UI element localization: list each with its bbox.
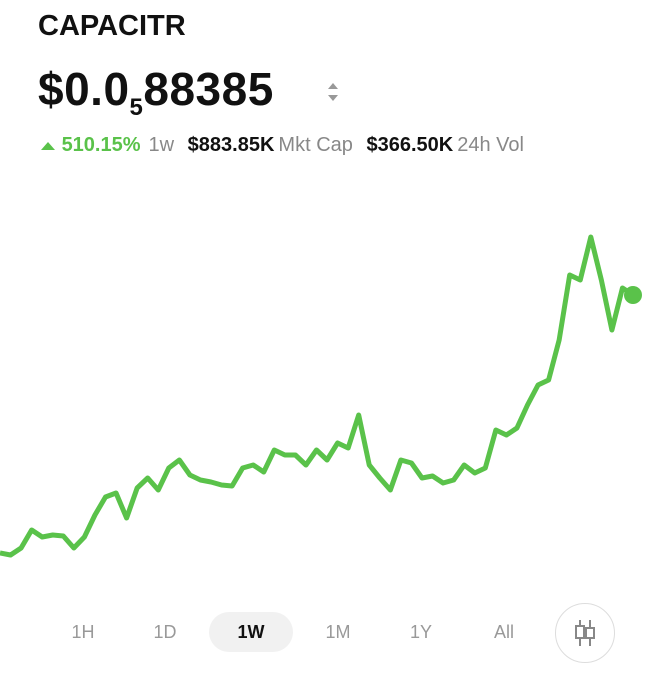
range-tab[interactable]: 1M xyxy=(325,622,351,642)
volume-label: 24h Vol xyxy=(457,134,524,156)
stats: 510.15% 1w $883.85K Mkt Cap $366.50K 24h Vo… xyxy=(40,134,532,157)
price-line xyxy=(0,234,635,558)
price-zeros: 5 xyxy=(129,94,144,121)
candle-toggle[interactable] xyxy=(555,603,615,663)
range-tab[interactable]: 1Y xyxy=(409,622,433,642)
price-lead: $0.0 xyxy=(38,63,130,115)
mkt-cap: $883.85K xyxy=(187,134,275,156)
volume: $366.50K xyxy=(366,134,454,156)
up-arrow xyxy=(41,142,55,150)
chart xyxy=(0,234,642,558)
token-name: CAPACITR xyxy=(38,10,186,42)
range-tab[interactable]: 1D xyxy=(153,622,177,642)
range-tab[interactable]: All xyxy=(493,622,514,642)
change: 510.15% xyxy=(61,134,141,156)
last-point xyxy=(624,286,642,304)
mkt-cap-label: Mkt Cap xyxy=(278,134,353,156)
candle-icon xyxy=(575,620,595,646)
price: $0.0588385 xyxy=(38,62,274,122)
period: 1w xyxy=(148,134,175,156)
range-tab[interactable]: 1W xyxy=(209,612,293,652)
range-tab[interactable]: 1H xyxy=(71,622,95,642)
price-digits: 88385 xyxy=(143,63,274,115)
currency-toggle[interactable] xyxy=(326,80,340,104)
